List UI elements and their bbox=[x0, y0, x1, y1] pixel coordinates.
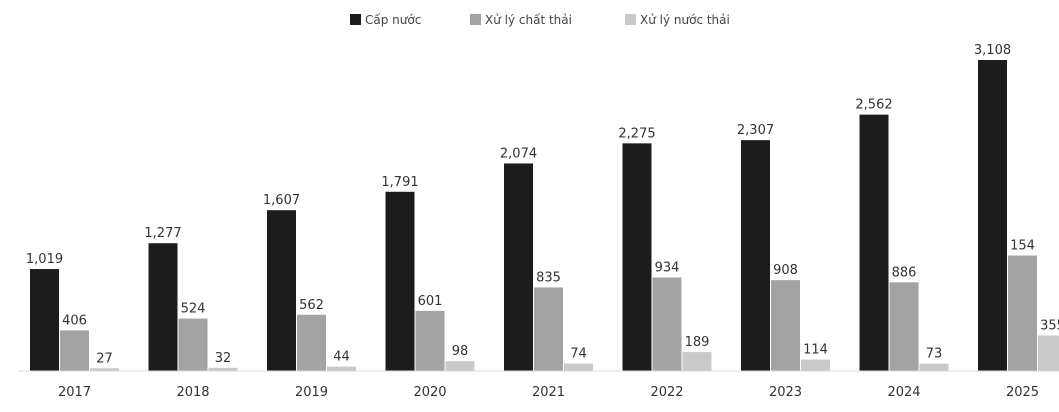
x-tick-label-2024: 2024 bbox=[887, 385, 920, 400]
bar-xu-ly-nuoc-thai-2018 bbox=[208, 367, 238, 371]
data-labels: 1,019 406 27 1,277 524 32 1,607 562 44 1,791 601 98… bbox=[26, 43, 1059, 366]
data-label-cap-nuoc-2024: 2,562 bbox=[855, 98, 892, 113]
data-label-cap-nuoc-2019: 1,607 bbox=[263, 193, 300, 208]
bar-xu-ly-nuoc-thai-2022 bbox=[682, 352, 712, 371]
data-label-xu-ly-nuoc-thai-2024: 73 bbox=[926, 347, 943, 362]
data-label-xu-ly-chat-thai-2020: 601 bbox=[418, 294, 443, 309]
x-tick-label-2022: 2022 bbox=[650, 385, 683, 400]
bar-cap-nuoc-2022 bbox=[622, 143, 652, 371]
bar-cap-nuoc-2019 bbox=[267, 210, 296, 371]
data-label-xu-ly-nuoc-thai-2020: 98 bbox=[452, 344, 469, 359]
data-label-cap-nuoc-2023: 2,307 bbox=[737, 123, 774, 138]
bar-cap-nuoc-2017 bbox=[30, 269, 59, 371]
x-tick-label-2025: 2025 bbox=[1006, 385, 1039, 400]
bar-xu-ly-nuoc-thai-2024 bbox=[919, 363, 949, 371]
legend-swatch-xu-ly-chat-thai bbox=[470, 14, 481, 25]
legend-label-xu-ly-chat-thai: Xử lý chất thải bbox=[485, 13, 572, 27]
bar-xu-ly-chat-thai-2018 bbox=[178, 318, 208, 371]
bar-cap-nuoc-2024 bbox=[859, 114, 889, 371]
data-label-xu-ly-chat-thai-2023: 908 bbox=[773, 263, 798, 278]
data-label-xu-ly-chat-thai-2022: 934 bbox=[655, 261, 680, 276]
x-tick-label-2019: 2019 bbox=[295, 385, 328, 400]
bar-cap-nuoc-2021 bbox=[504, 163, 533, 371]
data-label-xu-ly-nuoc-thai-2021: 74 bbox=[570, 347, 587, 362]
bar-cap-nuoc-2018 bbox=[148, 243, 178, 371]
bar-xu-ly-chat-thai-2022 bbox=[652, 277, 682, 371]
data-label-xu-ly-nuoc-thai-2017: 27 bbox=[96, 351, 113, 366]
x-axis-ticks: 2017 2018 2019 2020 2021 2022 2023 2024 2025 bbox=[58, 385, 1039, 400]
data-label-xu-ly-nuoc-thai-2019: 44 bbox=[333, 350, 350, 365]
bar-xu-ly-chat-thai-2025 bbox=[1008, 255, 1037, 371]
bar-xu-ly-chat-thai-2017 bbox=[60, 330, 89, 371]
x-tick-label-2017: 2017 bbox=[58, 385, 91, 400]
data-label-xu-ly-chat-thai-2025: 154 bbox=[1010, 239, 1035, 254]
data-label-xu-ly-nuoc-thai-2022: 189 bbox=[685, 335, 710, 350]
data-label-xu-ly-chat-thai-2021: 835 bbox=[536, 270, 561, 285]
x-tick-label-2023: 2023 bbox=[769, 385, 802, 400]
bar-xu-ly-nuoc-thai-2019 bbox=[327, 366, 356, 371]
data-label-cap-nuoc-2025: 3,108 bbox=[974, 43, 1011, 58]
bar-cap-nuoc-2025 bbox=[978, 60, 1007, 371]
data-label-xu-ly-chat-thai-2019: 562 bbox=[299, 298, 324, 313]
data-label-cap-nuoc-2020: 1,791 bbox=[381, 175, 418, 190]
bar-xu-ly-chat-thai-2024 bbox=[889, 282, 919, 371]
bar-cap-nuoc-2023 bbox=[741, 140, 770, 371]
legend: Cấp nước Xử lý chất thải Xử lý nước thải bbox=[350, 13, 730, 27]
legend-label-xu-ly-nuoc-thai: Xử lý nước thải bbox=[640, 13, 730, 27]
bar-xu-ly-nuoc-thai-2020 bbox=[445, 361, 475, 371]
data-label-xu-ly-chat-thai-2018: 524 bbox=[181, 302, 206, 317]
data-label-cap-nuoc-2017: 1,019 bbox=[26, 252, 63, 267]
legend-label-cap-nuoc: Cấp nước bbox=[365, 13, 421, 27]
bars bbox=[30, 60, 1059, 371]
x-tick-label-2018: 2018 bbox=[176, 385, 209, 400]
bar-xu-ly-nuoc-thai-2017 bbox=[90, 368, 119, 371]
bar-xu-ly-chat-thai-2020 bbox=[415, 310, 445, 371]
data-label-xu-ly-nuoc-thai-2018: 32 bbox=[215, 351, 232, 366]
data-label-xu-ly-chat-thai-2024: 886 bbox=[892, 265, 917, 280]
x-tick-label-2020: 2020 bbox=[413, 385, 446, 400]
bar-xu-ly-nuoc-thai-2023 bbox=[801, 359, 830, 371]
bar-xu-ly-nuoc-thai-2025 bbox=[1038, 335, 1059, 371]
bar-cap-nuoc-2020 bbox=[385, 191, 415, 371]
legend-swatch-xu-ly-nuoc-thai bbox=[625, 14, 636, 25]
bar-xu-ly-chat-thai-2021 bbox=[534, 287, 563, 371]
data-label-cap-nuoc-2021: 2,074 bbox=[500, 146, 537, 161]
bar-xu-ly-chat-thai-2019 bbox=[297, 314, 326, 371]
data-label-cap-nuoc-2022: 2,275 bbox=[618, 126, 655, 141]
data-label-xu-ly-nuoc-thai-2023: 114 bbox=[803, 343, 828, 358]
x-tick-label-2021: 2021 bbox=[532, 385, 565, 400]
bar-xu-ly-chat-thai-2023 bbox=[771, 280, 800, 371]
data-label-xu-ly-chat-thai-2017: 406 bbox=[62, 313, 87, 328]
legend-swatch-cap-nuoc bbox=[350, 14, 361, 25]
bar-xu-ly-nuoc-thai-2021 bbox=[564, 363, 593, 371]
data-label-cap-nuoc-2018: 1,277 bbox=[144, 226, 181, 241]
data-label-xu-ly-nuoc-thai-2025: 355 bbox=[1040, 318, 1059, 333]
